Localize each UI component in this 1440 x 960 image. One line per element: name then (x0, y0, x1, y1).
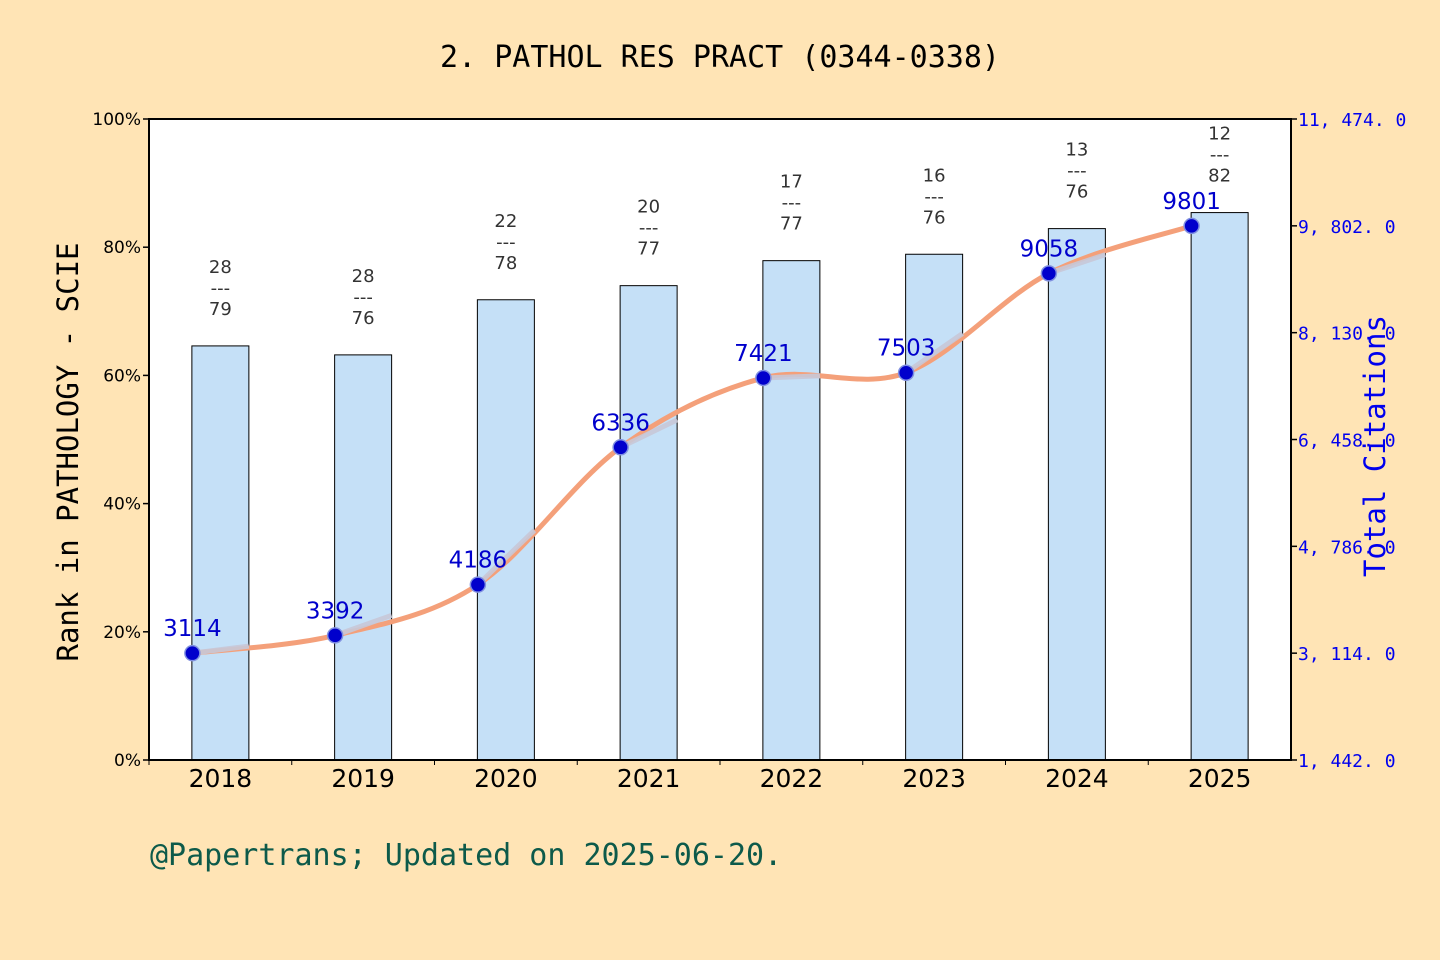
x-tick-label-2024: 2024 (1045, 764, 1109, 793)
citations-line-group (189, 223, 1195, 656)
citation-label-2019: 3392 (306, 598, 365, 624)
line-overlay-segment-2018 (192, 643, 250, 656)
line-overlay-segment-2021 (619, 417, 679, 450)
y-axis-label-left: Rank in PATHOLOGY - SCIE (51, 242, 85, 661)
rank-bottom-label-2020: 78 (494, 253, 517, 274)
rank-top-label-2024: 13 (1065, 140, 1088, 161)
plot-area (149, 119, 1291, 760)
rank-bottom-label-2018: 79 (209, 299, 232, 320)
rank-top-label-2022: 17 (780, 172, 803, 193)
citation-marker-2022 (755, 369, 772, 387)
citation-label-2020: 4186 (449, 548, 508, 574)
rank-dash-label-2021: --- (639, 218, 659, 239)
rank-bottom-label-2021: 77 (637, 239, 660, 260)
line-overlay-segment-2024 (1048, 252, 1107, 276)
left-tick-label-1: 20% (103, 623, 141, 643)
bar-2025 (1190, 212, 1249, 761)
right-tick-label-0: 1, 442. 0 (1298, 751, 1396, 772)
x-tick-label-2025: 2025 (1188, 764, 1252, 793)
rank-bottom-label-2023: 76 (923, 207, 946, 228)
bar-2020 (476, 299, 535, 761)
right-tick-label-4: 8, 130. 0 (1298, 324, 1396, 345)
citation-markers-group (184, 217, 1200, 662)
bar-2021 (619, 285, 678, 761)
left-tick-label-0: 0% (114, 751, 141, 771)
line-overlay-segment-2022 (763, 373, 820, 381)
bar-2019 (334, 354, 393, 761)
right-tick-label-5: 9, 802. 0 (1298, 217, 1396, 238)
rank-dash-label-2023: --- (924, 186, 944, 207)
left-tick-label-4: 80% (103, 238, 141, 258)
rank-top-label-2018: 28 (209, 257, 232, 278)
citation-label-2025: 9801 (1162, 189, 1221, 215)
rank-dash-label-2019: --- (353, 287, 373, 308)
rank-bottom-label-2025: 82 (1208, 166, 1231, 187)
left-axis: 0% 20% 40% 60% 80% 100% (92, 110, 149, 771)
citation-marker-2023 (897, 364, 915, 381)
citation-label-2018: 3114 (163, 616, 222, 642)
citation-marker-2021 (612, 439, 629, 456)
x-tick-label-2018: 2018 (189, 764, 253, 793)
right-tick-label-6: 11, 474. 0 (1298, 110, 1406, 131)
line-overlay-segment-2020 (476, 528, 537, 587)
chart-title: 2. PATHOL RES PRACT (0344-0338) (440, 40, 1000, 75)
rank-dash-label-2022: --- (782, 193, 802, 214)
rank-top-label-2021: 20 (637, 197, 660, 218)
rank-bottom-label-2019: 76 (352, 308, 375, 329)
bar-2022 (762, 260, 821, 761)
citation-label-2024: 9058 (1020, 236, 1079, 262)
citation-marker-2019 (326, 627, 344, 644)
rank-top-label-2025: 12 (1208, 124, 1231, 145)
footer-text: @Papertrans; Updated on 2025-06-20. (150, 838, 782, 873)
x-axis: 2018 2019 2020 2021 2022 2023 2024 2025 (148, 760, 1252, 793)
left-tick-label-5: 100% (92, 110, 141, 130)
rank-top-label-2019: 28 (352, 266, 375, 287)
bar-2018 (191, 345, 250, 761)
rank-dash-label-2018: --- (211, 278, 231, 299)
x-tick-label-2022: 2022 (760, 764, 824, 793)
x-tick-label-2020: 2020 (474, 764, 538, 793)
citation-marker-2025 (1183, 217, 1200, 235)
rank-top-label-2023: 16 (923, 165, 946, 186)
citation-label-2022: 7421 (734, 341, 793, 367)
citation-marker-2024 (1040, 265, 1058, 282)
right-tick-label-1: 3, 114. 0 (1298, 644, 1396, 665)
x-tick-label-2023: 2023 (902, 764, 966, 793)
rank-dash-label-2024: --- (1067, 161, 1087, 182)
citation-label-2021: 6336 (591, 410, 650, 436)
y-axis-label-right: Total Citations (1358, 315, 1392, 577)
citation-marker-2020 (469, 576, 487, 593)
x-tick-label-2019: 2019 (331, 764, 395, 793)
line-overlay-segment-2023 (904, 331, 965, 375)
citation-marker-2018 (184, 644, 201, 662)
rank-dash-label-2025: --- (1210, 145, 1230, 166)
line-overlay-segment-2019 (334, 612, 393, 638)
citation-label-2023: 7503 (877, 336, 936, 362)
rank-dash-label-2020: --- (496, 232, 516, 253)
rank-bottom-label-2022: 77 (780, 214, 803, 235)
rank-bottom-label-2024: 76 (1065, 182, 1088, 203)
left-tick-label-3: 60% (103, 366, 141, 386)
citation-labels-group: 3114 3392 4186 6336 7421 7503 9058 9801 (163, 189, 1221, 642)
x-tick-label-2021: 2021 (617, 764, 681, 793)
bar-2024 (1047, 228, 1106, 761)
rank-labels-group: 28---7928---7622---7820---7717---7716---… (209, 124, 1231, 329)
right-tick-label-3: 6, 458. 0 (1298, 431, 1396, 452)
right-tick-label-2: 4, 786. 0 (1298, 537, 1396, 558)
left-tick-label-2: 40% (103, 495, 141, 515)
bar-2023 (905, 253, 964, 761)
bars-group (191, 212, 1249, 761)
citations-line (189, 223, 1195, 656)
rank-top-label-2020: 22 (494, 211, 517, 232)
right-axis: 1, 442. 0 3, 114. 0 4, 786. 0 6, 458. 0 8, 1… (1291, 110, 1406, 772)
